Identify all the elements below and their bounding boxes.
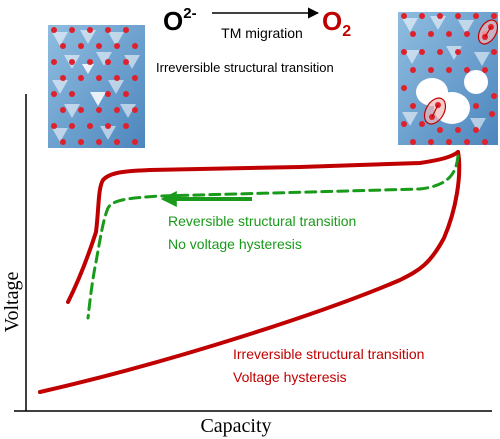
x-axis-label: Capacity [200, 415, 271, 437]
reversible-label-line2: No voltage hysteresis [168, 236, 302, 252]
arrow-label: TM migration [221, 25, 303, 41]
reactant-superscript: 2- [183, 5, 196, 22]
product-base: O [322, 6, 342, 36]
product-label: O2 [322, 6, 351, 40]
irreversible-discharge-curve [38, 150, 462, 394]
o2-dimer-icon [423, 97, 447, 125]
reversible-discharge-curve [86, 154, 460, 320]
reactant-base: O [163, 6, 183, 36]
irreversible-charge-curve [66, 150, 460, 304]
disordered-lattice-with-o2-illustration [398, 12, 499, 145]
o2-dimer-icon [477, 19, 499, 45]
product-subscript: 2 [342, 23, 351, 40]
y-axis-label: Voltage [1, 272, 23, 333]
irreversible-label-line1: Irreversible structural transition [233, 346, 424, 362]
transition-label: Irreversible structural transition [156, 60, 334, 75]
reversible-label-line1: Reversible structural transition [168, 213, 356, 229]
reactant-label: O2- [163, 5, 197, 36]
irreversible-label-line2: Voltage hysteresis [233, 369, 347, 385]
ordered-lattice-illustration [48, 25, 145, 148]
